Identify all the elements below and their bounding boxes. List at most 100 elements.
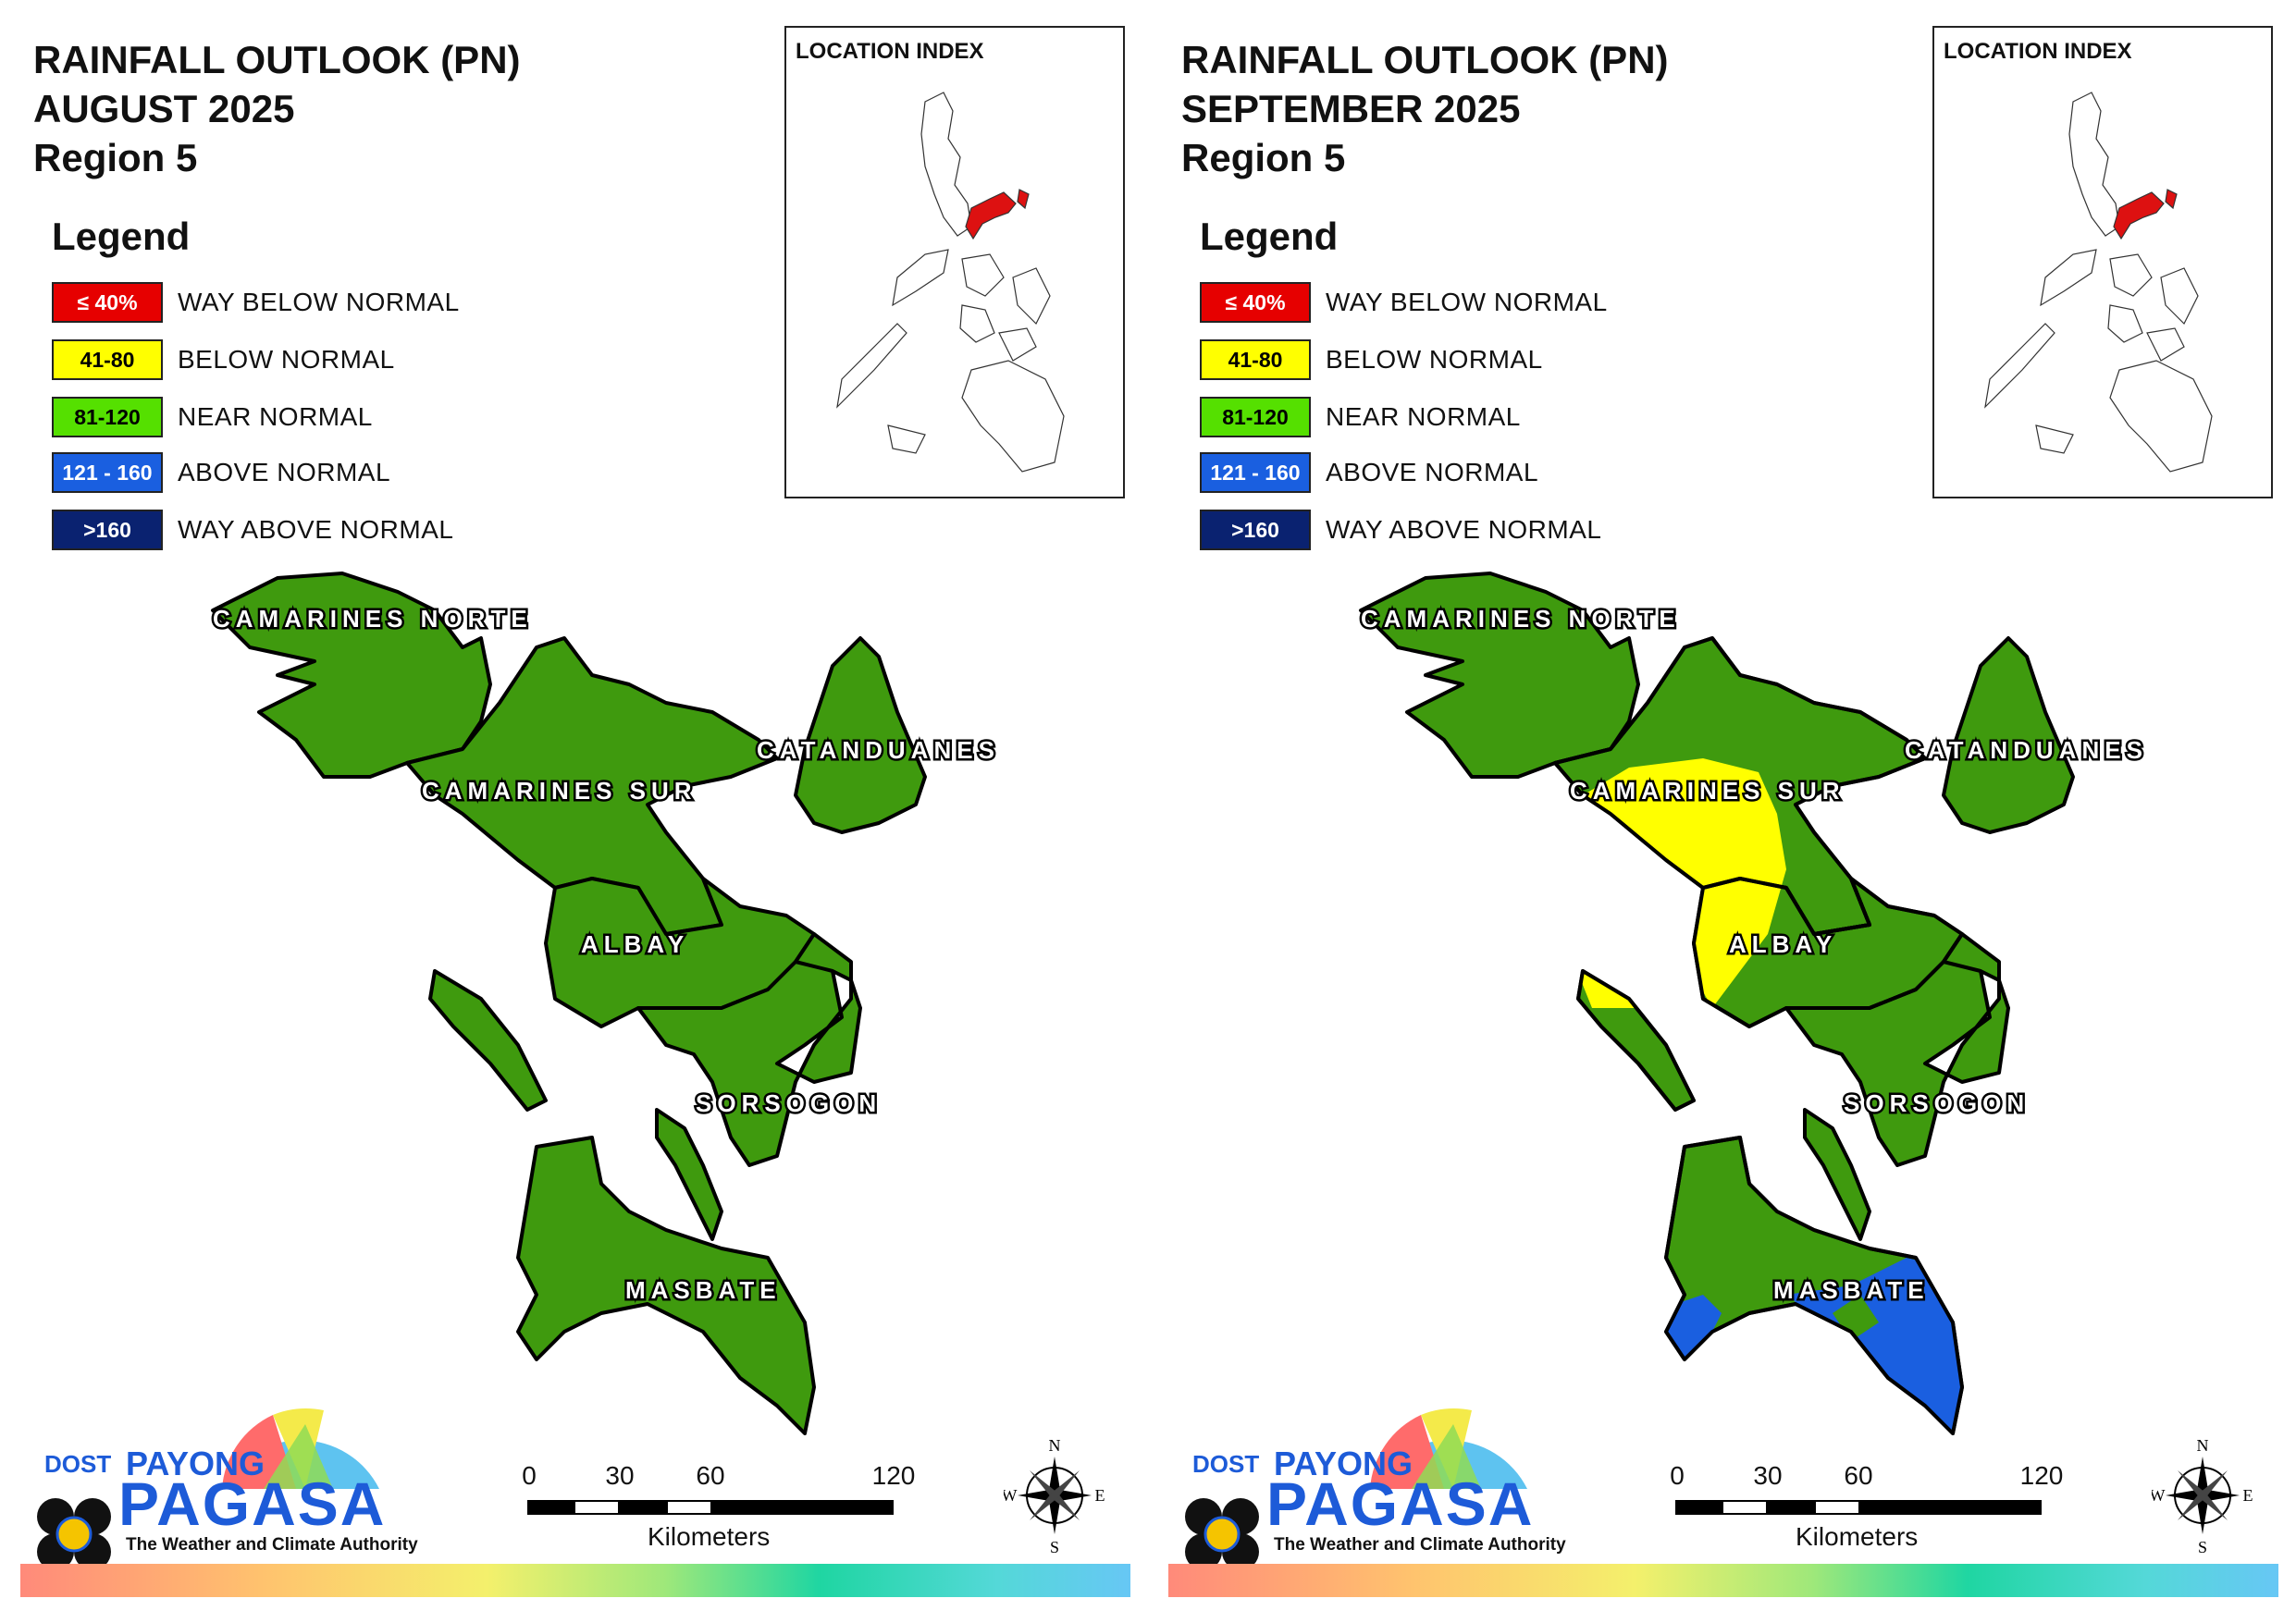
legend-item-above-normal: 121 - 160 ABOVE NORMAL xyxy=(52,451,390,494)
pagasa-text: PAGASA xyxy=(1266,1469,1535,1538)
scale-tick-0: 0 xyxy=(522,1461,537,1490)
legend-swatch: 41-80 xyxy=(1200,339,1311,380)
color-strip xyxy=(1168,1564,2278,1597)
outlook-panel-august: RAINFALL OUTLOOK (PN) AUGUST 2025 Region… xyxy=(20,26,1130,1597)
legend-label: BELOW NORMAL xyxy=(178,345,395,374)
province-camarines-norte xyxy=(1359,572,1640,779)
scale-tick-30: 30 xyxy=(605,1461,635,1490)
legend-label: WAY BELOW NORMAL xyxy=(178,288,460,316)
payong-text: PAYONG xyxy=(126,1445,265,1482)
scale-bar-segments xyxy=(527,1500,894,1515)
legend-label: ABOVE NORMAL xyxy=(178,458,391,486)
scale-tick-60: 60 xyxy=(696,1461,725,1490)
legend-swatch: ≤ 40% xyxy=(52,282,163,323)
province-labels: CAMARINES NORTE CAMARINES SUR CATANDUANE… xyxy=(1359,603,2148,1307)
scale-tick-60: 60 xyxy=(1844,1461,1873,1490)
legend-swatch: 121 - 160 xyxy=(1200,452,1311,493)
outlook-panel-september: RAINFALL OUTLOOK (PN) SEPTEMBER 2025 Reg… xyxy=(1148,0,2296,1623)
scale-tick-120: 120 xyxy=(2019,1461,2064,1490)
title-line-2: SEPTEMBER 2025 xyxy=(1181,87,1521,130)
label-camarines-sur: CAMARINES SUR xyxy=(422,777,697,805)
legend-label: ABOVE NORMAL xyxy=(1326,458,1539,486)
legend-swatch: >160 xyxy=(52,510,163,550)
legend-item-near-normal: 81-120 NEAR NORMAL xyxy=(52,396,373,438)
province-masbate xyxy=(516,1136,816,1435)
legend-label: NEAR NORMAL xyxy=(1326,402,1521,431)
umbrella-icon xyxy=(37,1408,379,1570)
label-albay: ALBAY xyxy=(1729,930,1837,958)
compass-n: N xyxy=(1049,1438,1061,1455)
scale-tick-120: 120 xyxy=(871,1461,916,1490)
province-camarines-norte xyxy=(211,572,492,779)
label-camarines-norte: CAMARINES NORTE xyxy=(1361,605,1681,633)
pagasa-logo: DOST PAYONG PAGASA The Weather and Clima… xyxy=(1176,1387,1566,1572)
province-sorsogon xyxy=(636,932,862,1167)
legend-label: NEAR NORMAL xyxy=(178,402,373,431)
dost-text: DOST xyxy=(1192,1450,1260,1478)
title-line-3: Region 5 xyxy=(33,136,198,179)
compass-s: S xyxy=(2198,1538,2207,1554)
island-burias xyxy=(428,969,548,1112)
label-catanduanes: CATANDUANES xyxy=(757,736,1000,764)
island-ticao xyxy=(655,1108,723,1241)
compass-e: E xyxy=(1095,1486,1105,1505)
map-title: RAINFALL OUTLOOK (PN) AUGUST 2025 Region… xyxy=(33,35,521,182)
label-sorsogon: SORSOGON xyxy=(1844,1089,2030,1117)
rainfall-outlook-map: CAMARINES NORTE CAMARINES SUR CATANDUANE… xyxy=(211,572,1000,1435)
legend-item-way-below-normal: ≤ 40% WAY BELOW NORMAL xyxy=(1200,281,1608,324)
rainfall-outlook-map: CAMARINES NORTE CAMARINES SUR CATANDUANE… xyxy=(1359,572,2148,1435)
compass-s: S xyxy=(1050,1538,1059,1554)
legend-item-above-normal: 121 - 160 ABOVE NORMAL xyxy=(1200,451,1538,494)
compass-w: W xyxy=(1004,1486,1018,1505)
legend-label: BELOW NORMAL xyxy=(1326,345,1543,374)
legend-label: WAY ABOVE NORMAL xyxy=(1326,515,1602,544)
tagline-text: The Weather and Climate Authority xyxy=(1274,1535,1566,1555)
legend-heading: Legend xyxy=(52,215,191,258)
island-ticao xyxy=(1803,1108,1871,1241)
pagasa-text: PAGASA xyxy=(118,1469,387,1538)
province-labels: CAMARINES NORTE CAMARINES SUR CATANDUANE… xyxy=(211,603,1000,1307)
legend-label: WAY BELOW NORMAL xyxy=(1326,288,1608,316)
label-camarines-sur: CAMARINES SUR xyxy=(1570,777,1845,805)
legend-item-below-normal: 41-80 BELOW NORMAL xyxy=(1200,338,1543,381)
dost-text: DOST xyxy=(44,1450,112,1478)
philippines-locator-map xyxy=(836,92,1065,473)
compass-rose-icon: N S E W xyxy=(1004,1438,1105,1554)
legend-swatch: ≤ 40% xyxy=(1200,282,1311,323)
label-camarines-norte: CAMARINES NORTE xyxy=(213,605,533,633)
inset-title: LOCATION INDEX xyxy=(1944,39,2132,64)
region-5-highlight xyxy=(2113,191,2165,240)
pagasa-logo: DOST PAYONG PAGASA The Weather and Clima… xyxy=(28,1387,418,1572)
legend-swatch: 81-120 xyxy=(52,397,163,437)
legend-swatch: >160 xyxy=(1200,510,1311,550)
scale-tick-0: 0 xyxy=(1670,1461,1685,1490)
legend-item-below-normal: 41-80 BELOW NORMAL xyxy=(52,338,395,381)
legend-heading: Legend xyxy=(1200,215,1339,258)
compass-rose-icon: N S E W xyxy=(2152,1438,2253,1554)
title-line-1: RAINFALL OUTLOOK (PN) xyxy=(33,38,521,81)
label-albay: ALBAY xyxy=(581,930,689,958)
title-line-2: AUGUST 2025 xyxy=(33,87,295,130)
location-index-inset: LOCATION INDEX xyxy=(784,26,1125,498)
province-catanduanes xyxy=(1942,636,2075,834)
legend-item-way-above-normal: >160 WAY ABOVE NORMAL xyxy=(1200,509,1601,551)
label-masbate: MASBATE xyxy=(625,1276,782,1304)
payong-text: PAYONG xyxy=(1274,1445,1413,1482)
tagline-text: The Weather and Climate Authority xyxy=(126,1535,418,1555)
compass-e: E xyxy=(2243,1486,2253,1505)
map-title: RAINFALL OUTLOOK (PN) SEPTEMBER 2025 Reg… xyxy=(1181,35,1669,182)
scale-bar: 0 30 60 120 Kilometers xyxy=(1670,1461,2073,1554)
label-catanduanes: CATANDUANES xyxy=(1905,736,2148,764)
scale-bar: 0 30 60 120 Kilometers xyxy=(522,1461,925,1554)
legend-label: WAY ABOVE NORMAL xyxy=(178,515,454,544)
province-catanduanes xyxy=(794,636,927,834)
legend-swatch: 41-80 xyxy=(52,339,163,380)
province-sorsogon xyxy=(1784,932,2010,1167)
title-line-3: Region 5 xyxy=(1181,136,1346,179)
label-sorsogon: SORSOGON xyxy=(696,1089,882,1117)
legend-item-way-above-normal: >160 WAY ABOVE NORMAL xyxy=(52,509,453,551)
scale-unit: Kilometers xyxy=(648,1522,771,1551)
legend-swatch: 121 - 160 xyxy=(52,452,163,493)
scale-tick-30: 30 xyxy=(1753,1461,1783,1490)
compass-n: N xyxy=(2197,1438,2209,1455)
